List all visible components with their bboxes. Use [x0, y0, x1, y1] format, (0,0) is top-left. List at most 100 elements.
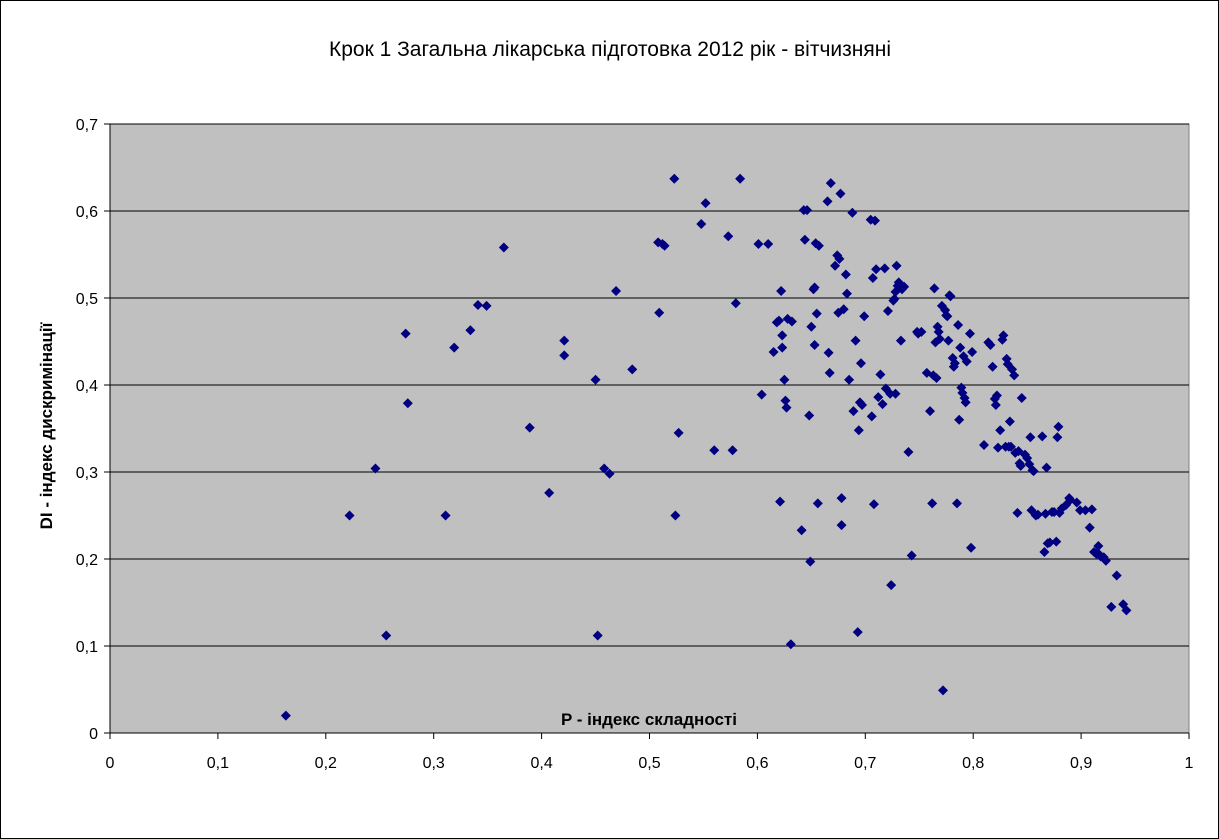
data-point [472, 299, 483, 310]
data-point [985, 339, 996, 350]
data-point [709, 445, 720, 456]
x-tick-label: 0,2 [315, 755, 337, 772]
data-point [841, 288, 852, 299]
data-point [599, 463, 610, 474]
data-point [1025, 432, 1036, 443]
data-point [903, 446, 914, 457]
data-point [670, 510, 681, 521]
data-point [654, 307, 665, 318]
y-tick-label: 0,5 [76, 291, 98, 308]
data-point [991, 390, 1002, 401]
data-point [879, 263, 890, 274]
data-point [952, 498, 963, 509]
data-point [823, 347, 834, 358]
data-point [763, 239, 774, 250]
y-tick-label: 0,3 [76, 465, 98, 482]
y-axis-ticks: 0 0,1 0,2 0,3 0,4 0,5 0,6 0,7 [76, 117, 110, 743]
data-point [590, 374, 601, 385]
x-tick-label: 0,6 [746, 755, 768, 772]
data-point [1100, 555, 1111, 566]
data-point [799, 234, 810, 245]
x-tick-label: 0,8 [962, 755, 984, 772]
data-point [498, 242, 509, 253]
data-point [895, 335, 906, 346]
data-point [885, 388, 896, 399]
data-point [1084, 522, 1095, 533]
data-point [886, 580, 897, 591]
data-point [592, 630, 603, 641]
data-point [1086, 504, 1097, 515]
data-point [344, 510, 355, 521]
data-point [877, 399, 888, 410]
data-point [381, 630, 392, 641]
data-point [524, 422, 535, 433]
x-tick-label: 0,4 [530, 755, 552, 772]
data-point [822, 196, 833, 207]
x-tick-label: 0,1 [207, 755, 229, 772]
data-point [995, 425, 1006, 436]
data-point [960, 397, 971, 408]
data-point [844, 374, 855, 385]
data-point [934, 333, 945, 344]
data-point [1052, 432, 1063, 443]
data-point [777, 342, 788, 353]
data-point [796, 525, 807, 536]
data-point [402, 398, 413, 409]
data-point [1111, 570, 1122, 581]
data-point [961, 356, 972, 367]
data-point [756, 389, 767, 400]
data-point [859, 311, 870, 322]
data-point [779, 374, 790, 385]
data-point [966, 542, 977, 553]
data-point [925, 406, 936, 417]
data-point [809, 282, 820, 293]
data-point [370, 463, 381, 474]
data-point [927, 498, 938, 509]
data-point [280, 710, 291, 721]
data-point [906, 550, 917, 561]
data-point [990, 400, 1001, 411]
data-point [1106, 601, 1117, 612]
plot-area [109, 123, 1190, 734]
data-point [899, 281, 910, 292]
data-point [1005, 441, 1016, 452]
x-tick-label: 0,9 [1070, 755, 1092, 772]
data-point [954, 414, 965, 425]
data-point [604, 468, 615, 479]
data-point [916, 326, 927, 337]
data-point [1009, 370, 1020, 381]
data-point [840, 269, 851, 280]
data-point [481, 300, 492, 311]
data-point [440, 510, 451, 521]
data-point [1026, 505, 1037, 516]
data-point [1039, 547, 1050, 558]
y-tick-label: 0 [89, 726, 98, 743]
data-point [949, 358, 960, 369]
data-point [890, 388, 901, 399]
data-point [700, 198, 711, 209]
data-point [942, 311, 953, 322]
data-point [673, 427, 684, 438]
data-point [848, 406, 859, 417]
data-point [559, 335, 570, 346]
data-point [870, 215, 881, 226]
data-point [811, 308, 822, 319]
data-point [850, 335, 861, 346]
data-point [993, 442, 1004, 453]
data-point [1080, 505, 1091, 516]
data-point [937, 685, 948, 696]
chart-title: Крок 1 Загальна лікарська підготовка 201… [329, 38, 891, 61]
x-axis-label: P - індекс складності [561, 710, 737, 729]
data-point [855, 358, 866, 369]
x-tick-label: 0,5 [638, 755, 660, 772]
y-tick-label: 0,1 [76, 639, 98, 656]
y-tick-label: 0,2 [76, 552, 98, 569]
data-point [943, 335, 954, 346]
data-point [1015, 460, 1026, 471]
y-tick-label: 0,6 [76, 204, 98, 221]
data-point [786, 316, 797, 327]
x-tick-label: 0,7 [854, 755, 876, 772]
x-tick-label: 1 [1185, 755, 1194, 772]
data-point [836, 520, 847, 531]
